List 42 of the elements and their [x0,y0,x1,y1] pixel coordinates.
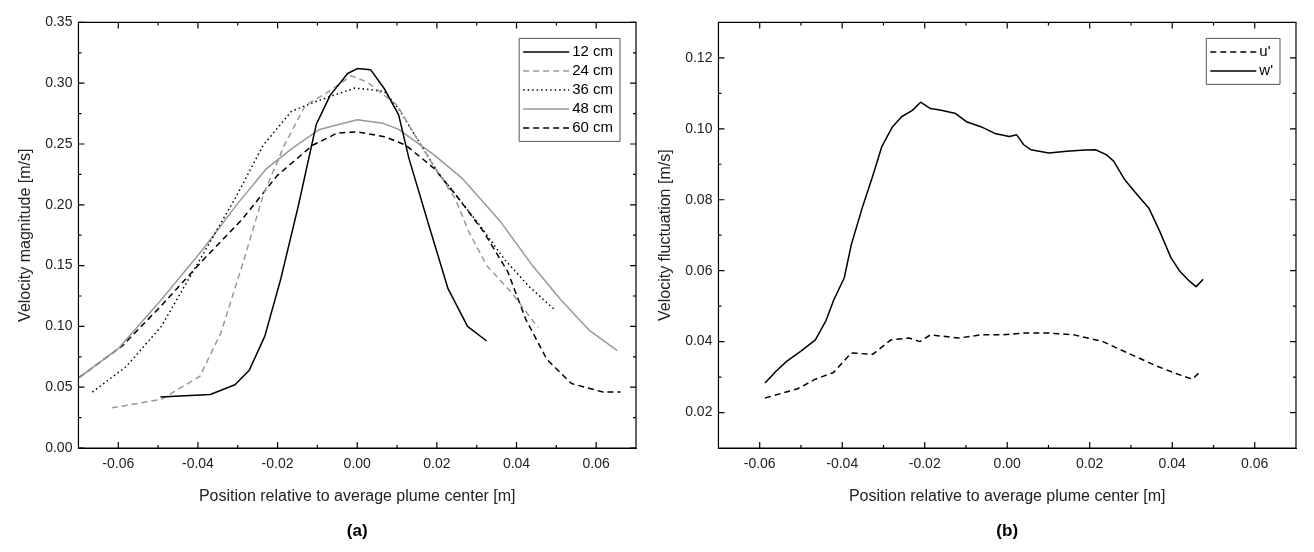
x-tick-label: 0.00 [993,455,1022,472]
x-tick-label: 0.02 [423,455,451,472]
y-tick-label: 0.06 [685,261,713,278]
legend-label: 60 cm [572,118,614,136]
y-axis-title: Velocity fluctuation [m/s] [656,149,674,322]
y-tick-label: 0.10 [45,317,73,334]
y-tick-label: 0.25 [45,134,73,151]
y-tick-label: 0.10 [685,119,713,136]
y-tick-label: 0.08 [685,190,713,207]
y-tick-label: 0.30 [45,74,73,91]
y-tick-label: 0.35 [45,13,73,30]
x-tick-label: 0.00 [343,455,372,472]
x-tick-label: -0.04 [181,455,215,472]
x-tick-label: 0.06 [1241,455,1269,472]
x-axis-title: Position relative to average plume center [m] [848,486,1166,504]
x-tick-label: -0.04 [826,455,859,472]
y-tick-label: 0.04 [685,332,713,349]
legend-label: 36 cm [572,80,614,98]
y-tick-label: 0.05 [45,378,73,395]
x-tick-label: 0.04 [502,455,531,472]
y-axis-title: Velocity magnitude [m/s] [16,148,34,322]
x-tick-label: 0.04 [1158,455,1187,472]
x-tick-label: 0.06 [582,455,611,472]
text: (b) [996,521,1019,541]
text: (a) [346,521,368,541]
legend-label: 12 cm [572,42,614,60]
y-tick-label: 0.15 [45,256,73,273]
y-tick-label: 0.00 [45,438,73,455]
legend-label: w' [1258,61,1274,79]
x-tick-label: 0.02 [1076,455,1104,472]
y-tick-label: 0.12 [685,48,713,65]
y-tick-label: 0.02 [685,403,713,420]
legend-label: 24 cm [572,61,614,79]
legend-label: 48 cm [572,99,614,117]
legend-label: u' [1259,42,1271,60]
x-tick-label: -0.02 [908,455,941,472]
x-tick-label: -0.06 [743,455,776,472]
x-tick-label: -0.02 [261,455,294,472]
line-series [764,332,1201,399]
y-tick-label: 0.20 [45,195,73,212]
x-tick-label: -0.06 [102,455,135,472]
x-axis-title: Position relative to average plume center [m] [198,486,516,504]
